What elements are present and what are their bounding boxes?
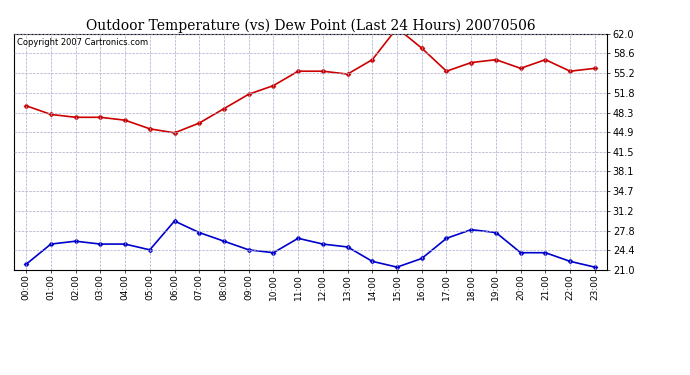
Title: Outdoor Temperature (vs) Dew Point (Last 24 Hours) 20070506: Outdoor Temperature (vs) Dew Point (Last… [86,18,535,33]
Text: Copyright 2007 Cartronics.com: Copyright 2007 Cartronics.com [17,39,148,48]
